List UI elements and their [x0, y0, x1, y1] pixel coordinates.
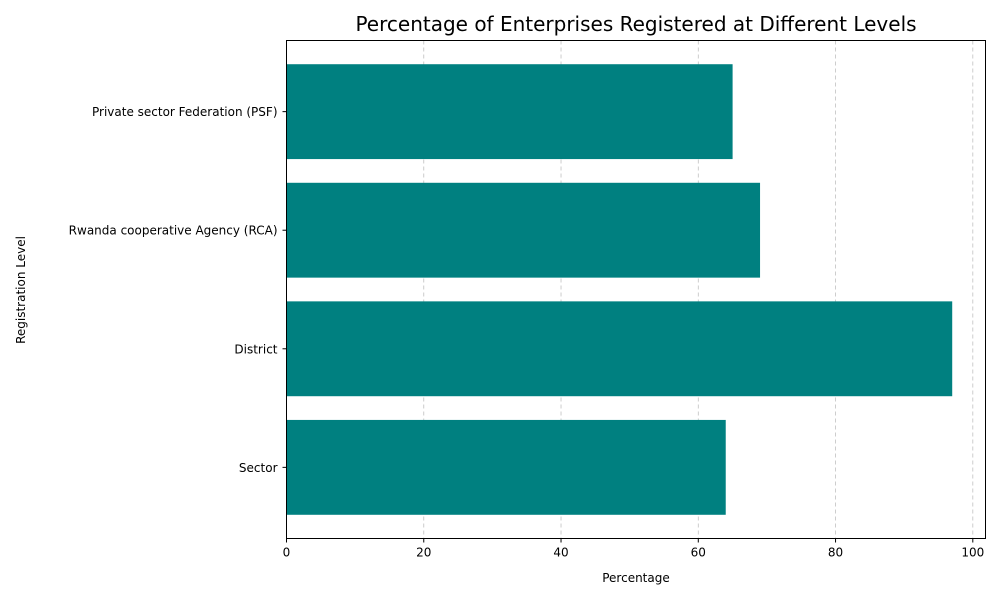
x-tick-label: 40: [553, 546, 568, 560]
bar: [286, 419, 726, 515]
y-axis-label: Registration Level: [14, 236, 28, 344]
y-tick-label: Sector: [239, 461, 278, 475]
x-axis-ticks: 0 20 40 60 80 100: [283, 538, 984, 560]
y-tick-label: Private sector Federation (PSF): [92, 105, 278, 119]
x-tick-label: 80: [828, 546, 843, 560]
plot-frame: [286, 40, 986, 539]
bar: [286, 301, 953, 397]
x-tick-label: 100: [961, 546, 984, 560]
y-axis-ticks: Sector District Rwanda cooperative Agency …: [69, 105, 287, 475]
x-tick-label: 60: [691, 546, 706, 560]
bar: [286, 182, 761, 278]
bar: [286, 64, 733, 160]
y-tick-label: Rwanda cooperative Agency (RCA): [69, 224, 278, 238]
y-tick-label: District: [234, 342, 277, 356]
x-axis-label: Percentage: [602, 571, 670, 585]
x-tick-label: 0: [283, 546, 291, 560]
bars: [286, 64, 953, 515]
chart-title: Percentage of Enterprises Registered at …: [355, 12, 916, 36]
x-tick-label: 20: [416, 546, 431, 560]
